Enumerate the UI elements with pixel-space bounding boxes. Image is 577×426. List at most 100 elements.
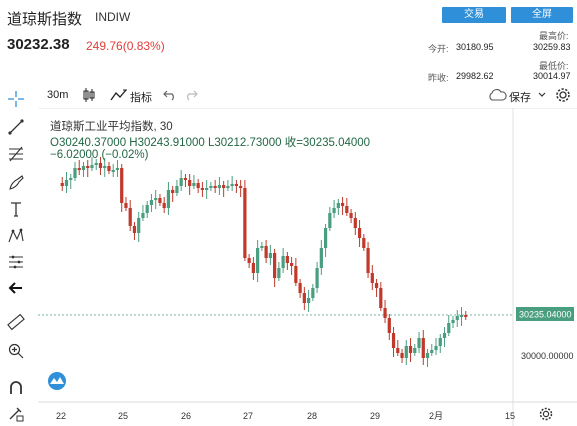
candle-body — [268, 253, 272, 258]
candle-body — [408, 346, 413, 353]
candle-body — [345, 206, 349, 213]
candle-body — [137, 218, 141, 233]
candle-body — [340, 203, 345, 206]
candle-body — [226, 186, 230, 188]
high-label: 最高价: — [539, 31, 569, 41]
settings-gear-icon[interactable] — [555, 87, 571, 103]
indicators-icon[interactable] — [110, 88, 128, 102]
candle-body — [94, 163, 98, 165]
brush-icon[interactable] — [6, 173, 26, 193]
redo-icon[interactable] — [184, 89, 198, 101]
candle-body — [141, 213, 145, 218]
measure-lines-icon[interactable] — [6, 252, 26, 272]
candle-type-icon[interactable] — [82, 87, 96, 103]
candle-body — [421, 338, 425, 358]
trade-button[interactable]: 交易 — [442, 7, 506, 23]
candle-body — [166, 190, 171, 208]
price-axis-label: 30000.00000 — [521, 351, 574, 361]
pattern-tool-icon[interactable] — [6, 226, 26, 246]
candle-body — [387, 318, 391, 333]
candle-body — [442, 333, 447, 338]
candle-body — [154, 198, 158, 200]
candle-body — [391, 333, 396, 348]
chevron-down-icon[interactable] — [538, 92, 546, 98]
undo-icon[interactable] — [163, 89, 177, 101]
candle-body — [183, 178, 188, 180]
candlestick-chart[interactable]: 30235.04000 30000.00000 22 25 26 27 28 29 2月 15 — [38, 108, 577, 426]
candle-body — [370, 273, 374, 283]
candle-body — [205, 188, 209, 190]
candle-body — [145, 205, 149, 213]
index-code: INDIW — [95, 10, 131, 24]
candle-body — [81, 166, 86, 170]
cloud-icon[interactable] — [487, 88, 507, 102]
candle-body — [366, 248, 370, 273]
ruler-icon[interactable] — [6, 312, 26, 332]
candle-body — [323, 228, 328, 248]
candle-body — [171, 190, 175, 193]
candle-body — [73, 168, 77, 178]
candle-body — [103, 166, 107, 168]
chart-toolbar: 30m 指标 保存 — [0, 85, 577, 109]
high-value: 30259.83 — [533, 42, 571, 52]
interval-selector[interactable]: 30m — [47, 89, 69, 101]
x-tick-label: 28 — [307, 411, 317, 421]
candle-body — [434, 346, 438, 350]
candle-body — [256, 248, 260, 273]
candle-body — [175, 186, 179, 193]
fullscreen-button[interactable]: 全屏 — [511, 7, 573, 23]
candle-body — [188, 180, 192, 186]
candle-body — [98, 163, 103, 168]
arrow-left-icon[interactable] — [6, 278, 26, 298]
prev-close-label: 昨收: — [428, 73, 449, 83]
tv-logo-icon[interactable] — [48, 372, 66, 390]
candle-body — [209, 186, 213, 188]
prev-close-value: 29982.62 — [456, 71, 494, 81]
quote-header: 道琼斯指数 INDIW 交易 全屏 30232.38 249.76(0.83%)… — [0, 0, 577, 90]
save-button[interactable]: 保存 — [509, 92, 531, 104]
current-price-tag — [516, 307, 574, 321]
fib-tool-icon[interactable] — [6, 144, 26, 164]
legend-change: −6.02000 (−0.02%) — [50, 149, 149, 161]
x-tick-label: 15 — [505, 411, 515, 421]
x-tick-label: 2月 — [429, 411, 443, 421]
candle-body — [430, 350, 434, 353]
candle-body — [353, 218, 357, 228]
candle-body — [120, 168, 124, 203]
low-value: 30014.97 — [533, 71, 571, 81]
candle-body — [383, 308, 387, 318]
text-tool-icon[interactable] — [6, 199, 26, 219]
candle-body — [281, 256, 285, 268]
candle-body — [196, 183, 200, 188]
candle-body — [115, 168, 120, 170]
zoom-in-icon[interactable] — [6, 341, 26, 361]
candle-body — [374, 283, 379, 288]
candle-body — [77, 168, 81, 170]
candles-group — [60, 157, 468, 367]
x-tick-label: 29 — [370, 411, 380, 421]
crosshair-icon[interactable] — [6, 89, 26, 109]
magnet-icon[interactable] — [6, 378, 26, 398]
candle-body — [277, 268, 281, 278]
x-tick-label: 22 — [56, 411, 66, 421]
open-label: 今开: — [428, 44, 449, 54]
candle-body — [158, 198, 162, 203]
candle-body — [298, 283, 302, 293]
candle-body — [273, 253, 277, 278]
candle-body — [260, 246, 264, 248]
trend-line-icon[interactable] — [6, 117, 26, 137]
current-price-label: 30235.04000 — [519, 310, 572, 320]
candle-body — [319, 248, 323, 268]
legend-symbol: 道琼斯工业平均指数, 30 — [50, 121, 173, 133]
candle-body — [234, 184, 239, 186]
lock-drawings-icon[interactable] — [6, 403, 26, 423]
time-settings-gear-icon[interactable] — [539, 407, 553, 421]
candle-body — [349, 213, 353, 218]
candle-body — [336, 203, 340, 208]
candle-body — [179, 178, 183, 186]
candle-body — [264, 246, 268, 258]
candle-body — [64, 180, 69, 186]
index-title: 道琼斯指数 — [7, 11, 83, 28]
indicators-button[interactable]: 指标 — [130, 92, 152, 104]
candle-body — [396, 348, 400, 353]
